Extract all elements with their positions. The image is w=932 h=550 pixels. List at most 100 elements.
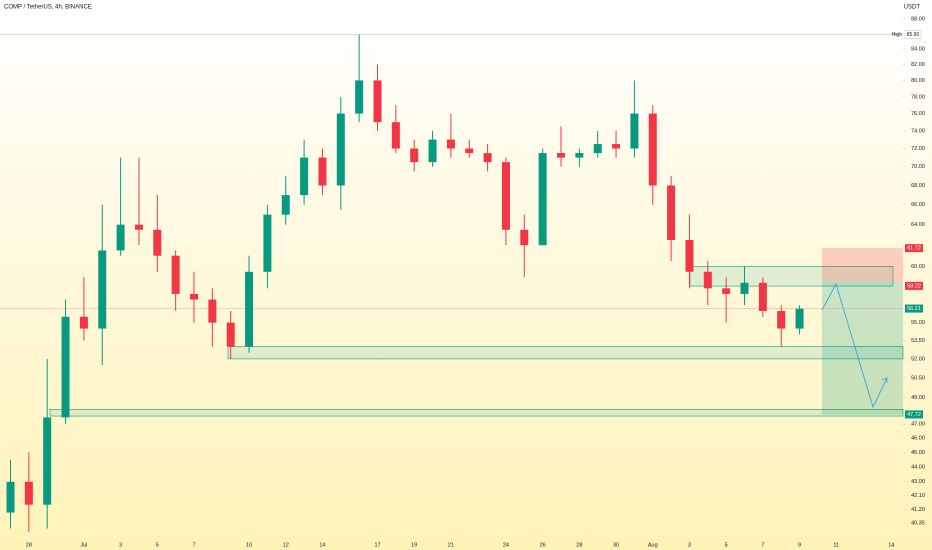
x-tick-label: 28 — [576, 542, 582, 548]
high-badge — [904, 30, 922, 39]
candle-body — [190, 293, 198, 300]
candle-body — [410, 148, 419, 163]
high-label: High — [892, 32, 903, 38]
candle-body — [446, 139, 455, 149]
candle-body — [116, 224, 125, 251]
candle-body — [79, 316, 88, 329]
price-badge — [905, 244, 923, 253]
candle-body — [373, 80, 382, 123]
y-tick-label: 55.00 — [911, 320, 925, 326]
price-badge-label: 61.72 — [907, 246, 921, 252]
x-tick-label: 9 — [798, 542, 801, 548]
y-tick-label: 88.00 — [911, 16, 925, 22]
y-tick-label: 68.00 — [911, 183, 925, 189]
candle-body — [281, 195, 290, 215]
candle-body — [153, 229, 162, 256]
y-tick-label: 47.00 — [911, 422, 925, 428]
x-tick-label: 5 — [725, 542, 728, 548]
projection-arrow — [821, 282, 888, 409]
candle-body — [134, 224, 143, 230]
candle-body — [24, 481, 33, 505]
candle-body — [703, 271, 712, 289]
candle-body — [722, 288, 731, 294]
y-tick-label: 84.00 — [911, 46, 925, 52]
x-tick-label: 26 — [540, 542, 546, 548]
y-tick-label: 44.00 — [911, 464, 925, 470]
x-tick-label: 24 — [503, 542, 509, 548]
price-badge — [905, 304, 923, 313]
candle-body — [685, 240, 694, 272]
y-tick-label: 82.00 — [911, 62, 925, 68]
price-badge — [905, 281, 923, 290]
high-value: 85.90 — [907, 32, 920, 38]
candle-body — [318, 157, 327, 186]
candle-body — [391, 122, 400, 149]
x-tick-label: 21 — [448, 542, 454, 548]
candle-body — [428, 139, 437, 163]
x-tick-label: 7 — [192, 542, 195, 548]
y-tick-label: 40.35 — [911, 520, 925, 526]
candle-body — [6, 481, 15, 513]
y-tick-label: 53.50 — [911, 338, 925, 344]
y-tick-label: 49.00 — [911, 395, 925, 401]
y-tick-label: 80.00 — [911, 78, 925, 84]
candle-body — [593, 144, 602, 154]
candle-body — [612, 144, 621, 149]
y-tick-label: 42.10 — [911, 493, 925, 499]
candle-body — [648, 113, 657, 186]
candle-body — [208, 299, 217, 323]
price-badge — [905, 410, 923, 419]
candle-body — [245, 271, 254, 347]
stop-zone — [822, 248, 903, 282]
candle-body — [575, 153, 584, 158]
candle-body — [795, 308, 804, 329]
currency: USDT — [904, 5, 921, 11]
y-tick-label: 41.20 — [911, 507, 925, 513]
price-badge-label: 58.22 — [907, 283, 921, 289]
x-tick-label: Aug — [648, 542, 658, 548]
x-tick-label: 28 — [26, 542, 32, 548]
y-tick-label: 78.00 — [911, 94, 925, 100]
y-tick-label: 64.00 — [911, 222, 925, 228]
y-tick-label: 72.00 — [911, 146, 925, 152]
x-tick-label: 10 — [246, 542, 252, 548]
candle-body — [336, 113, 345, 186]
candle-body — [501, 162, 510, 230]
x-tick-label: 7 — [761, 542, 764, 548]
candle-body — [630, 113, 639, 149]
candle-body — [355, 80, 364, 114]
x-tick-label: 11 — [833, 542, 839, 548]
candle-body — [465, 148, 474, 154]
chart-title: COMP / TetherUS, 4h, BINANCE — [4, 5, 92, 11]
candle-body — [43, 417, 52, 505]
y-tick-label: 76.00 — [911, 111, 925, 117]
candle-body — [171, 255, 180, 294]
candle-body — [667, 185, 676, 241]
y-tick-label: 46.00 — [911, 436, 925, 442]
x-tick-label: 5 — [156, 542, 159, 548]
x-tick-label: Jul — [80, 542, 87, 548]
x-tick-label: 3 — [119, 542, 122, 548]
candle-body — [758, 282, 767, 311]
y-tick-label: 45.00 — [911, 450, 925, 456]
y-tick-label: 60.00 — [911, 264, 925, 270]
y-tick-label: 70.00 — [911, 164, 925, 170]
y-tick-label: 66.00 — [911, 202, 925, 208]
price-badge-label: 47.72 — [907, 412, 921, 418]
y-tick-label: 74.00 — [911, 128, 925, 134]
candle-body — [61, 316, 70, 418]
x-tick-label: 14 — [319, 542, 325, 548]
candle-body — [557, 153, 565, 158]
zone — [49, 409, 904, 417]
candle-body — [300, 157, 309, 196]
x-tick-label: 14 — [888, 542, 894, 548]
x-tick-label: 30 — [613, 542, 619, 548]
candle-body — [740, 282, 749, 294]
y-tick-label: 43.00 — [911, 479, 925, 485]
candle-body — [263, 214, 272, 272]
x-tick-label: 17 — [374, 542, 380, 548]
zone — [227, 346, 904, 360]
y-tick-label: 52.00 — [911, 356, 925, 362]
